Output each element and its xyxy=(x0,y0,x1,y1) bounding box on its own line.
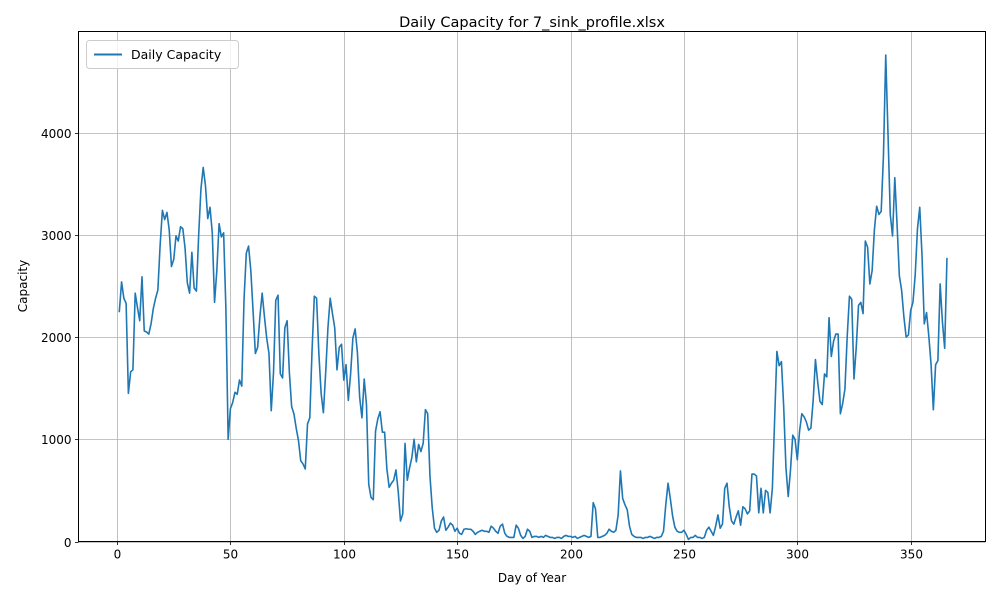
x-tick-label: 100 xyxy=(333,548,356,562)
x-axis-label: Day of Year xyxy=(498,571,566,585)
chart-title: Daily Capacity for 7_sink_profile.xlsx xyxy=(399,15,665,31)
y-tick-label: 3000 xyxy=(41,229,72,243)
x-tick-label: 50 xyxy=(223,548,238,562)
y-tick-label: 1000 xyxy=(41,433,72,447)
legend-box xyxy=(86,40,239,69)
legend-label: Daily Capacity xyxy=(131,47,222,62)
y-tick-label: 2000 xyxy=(41,331,72,345)
x-axis-ticks: 0 50 100 150 200 250 300 350 xyxy=(114,541,923,562)
x-tick-label: 300 xyxy=(786,548,809,562)
legend: Daily Capacity xyxy=(86,40,239,69)
series-layer xyxy=(118,54,948,541)
y-axis-label: Capacity xyxy=(16,260,30,312)
plot-area-border xyxy=(78,31,986,542)
y-tick-label: 4000 xyxy=(41,127,72,141)
series-line xyxy=(118,54,948,541)
x-tick-label: 350 xyxy=(900,548,923,562)
x-tick-label: 150 xyxy=(446,548,469,562)
x-tick-label: 250 xyxy=(673,548,696,562)
y-axis-ticks: 0 1000 2000 3000 4000 xyxy=(41,127,79,550)
x-tick-label: 0 xyxy=(114,548,122,562)
axes-frame xyxy=(78,31,986,542)
y-tick-label: 0 xyxy=(64,536,72,550)
x-tick-label: 200 xyxy=(560,548,583,562)
